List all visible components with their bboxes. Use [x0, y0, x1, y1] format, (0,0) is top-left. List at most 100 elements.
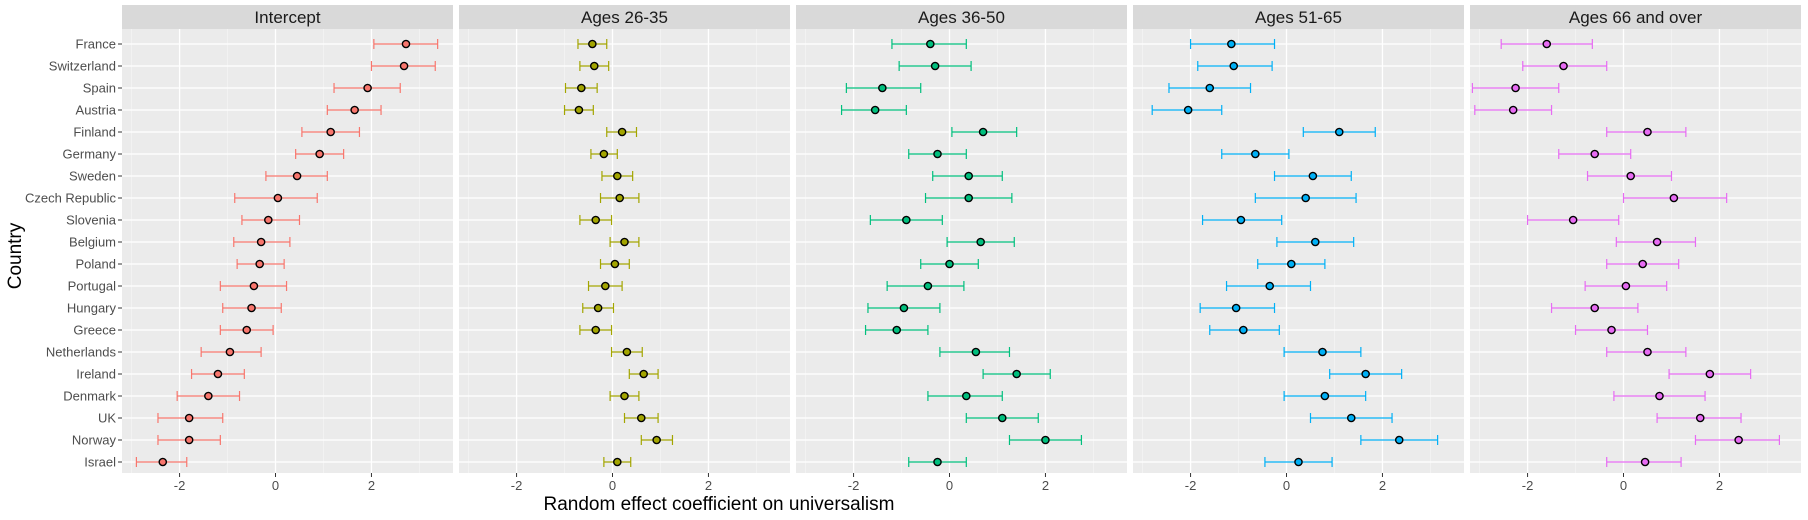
estimate-point [1638, 259, 1647, 269]
estimate-point [636, 413, 646, 423]
estimate-point [933, 457, 942, 467]
estimate-point [1655, 391, 1664, 401]
estimate-point [964, 171, 973, 181]
country-tick-label: Ireland [76, 367, 116, 382]
estimate-point [1643, 347, 1652, 357]
estimate-point [1239, 325, 1248, 335]
estimate-point [945, 259, 954, 269]
estimate-point [401, 39, 411, 49]
estimate-point [1643, 127, 1652, 137]
estimate-point [1626, 171, 1636, 181]
facet-strip-label: Intercept [254, 8, 320, 27]
estimate-point [1205, 83, 1215, 93]
facet-panel: Ages 26-35 -2 0 2 [459, 5, 790, 493]
estimate-point [363, 83, 372, 93]
facet-strip [796, 5, 1127, 29]
estimate-point [1229, 61, 1239, 71]
x-tick-label: 2 [1042, 478, 1049, 493]
estimate-point [976, 237, 985, 247]
estimate-point [961, 391, 971, 401]
estimate-point [577, 83, 586, 93]
estimate-point [933, 149, 942, 159]
country-tick-label: Czech Republic [25, 191, 117, 206]
estimate-point [158, 457, 168, 467]
estimate-point [622, 347, 632, 357]
country-tick-label: Finland [73, 125, 116, 140]
estimate-point [1568, 215, 1578, 225]
facet-strip-label: Ages 66 and over [1569, 8, 1703, 27]
estimate-point [1511, 83, 1520, 93]
estimate-point [1559, 61, 1568, 71]
x-tick-label: -2 [848, 478, 860, 493]
country-tick-label: Switzerland [49, 59, 116, 74]
estimate-point [1012, 369, 1021, 379]
estimate-point [1361, 369, 1370, 379]
estimate-point [997, 413, 1007, 423]
estimate-point [1640, 457, 1650, 467]
estimate-point [926, 39, 935, 49]
estimate-point [273, 193, 283, 203]
estimate-point [1590, 303, 1600, 313]
estimate-point [930, 61, 940, 71]
estimate-point [315, 149, 324, 159]
estimate-point [249, 281, 259, 291]
estimate-point [902, 215, 911, 225]
estimate-point [326, 127, 335, 137]
estimate-point [1227, 39, 1236, 49]
estimate-point [1621, 281, 1631, 291]
panel-background [122, 29, 453, 473]
x-tick-label: 0 [1620, 478, 1627, 493]
estimate-point [610, 259, 620, 269]
estimate-point [878, 83, 887, 93]
estimate-point [1251, 149, 1260, 159]
estimate-point [1318, 347, 1327, 357]
x-tick-label: -2 [1522, 478, 1534, 493]
country-tick-label: Portugal [68, 279, 117, 294]
estimate-point [870, 105, 880, 115]
estimate-point [1508, 105, 1518, 115]
estimate-point [255, 259, 264, 269]
country-tick-labels: France Switzerland Spain Austria Finland Germ… [25, 37, 122, 470]
panel-background [459, 29, 790, 473]
country-tick-label: UK [98, 411, 116, 426]
facet-strip-label: Ages 51-65 [1255, 8, 1342, 27]
x-tick-label: 2 [705, 478, 712, 493]
estimate-point [601, 281, 610, 291]
country-tick-label: Poland [76, 257, 116, 272]
estimate-point [1669, 193, 1679, 203]
estimate-point [1231, 303, 1241, 313]
estimate-point [620, 391, 629, 401]
facet-strip [122, 5, 453, 29]
country-tick-label: Israel [84, 455, 116, 470]
estimate-point [225, 347, 235, 357]
estimate-point [1394, 435, 1404, 445]
country-tick-label: Hungary [67, 301, 117, 316]
country-tick-label: Austria [76, 103, 117, 118]
panel-background [1133, 29, 1464, 473]
estimate-point [213, 369, 223, 379]
estimate-point [1705, 369, 1715, 379]
estimate-point [1652, 237, 1662, 247]
estimate-point [1183, 105, 1193, 115]
estimate-point [899, 303, 909, 313]
facets-layer: Intercept -2 0 2 Ages 26-35 -2 0 2 Ages 36-50 -2 0… [122, 5, 1801, 493]
country-tick-label: Norway [72, 433, 117, 448]
facet-strip-label: Ages 26-35 [581, 8, 668, 27]
estimate-point [1590, 149, 1600, 159]
y-axis-title: Country [5, 222, 26, 289]
estimate-point [652, 435, 661, 445]
estimate-point [1310, 237, 1320, 247]
estimate-point [1236, 215, 1246, 225]
x-tick-label: -2 [174, 478, 186, 493]
estimate-point [1542, 39, 1552, 49]
x-tick-label: 0 [946, 478, 953, 493]
estimate-point [639, 369, 648, 379]
estimate-point [613, 457, 622, 467]
estimate-point [184, 435, 194, 445]
estimate-point [978, 127, 988, 137]
estimate-point [1294, 457, 1303, 467]
country-tick-label: Belgium [69, 235, 116, 250]
facet-strip [1470, 5, 1801, 29]
estimate-point [247, 303, 256, 313]
